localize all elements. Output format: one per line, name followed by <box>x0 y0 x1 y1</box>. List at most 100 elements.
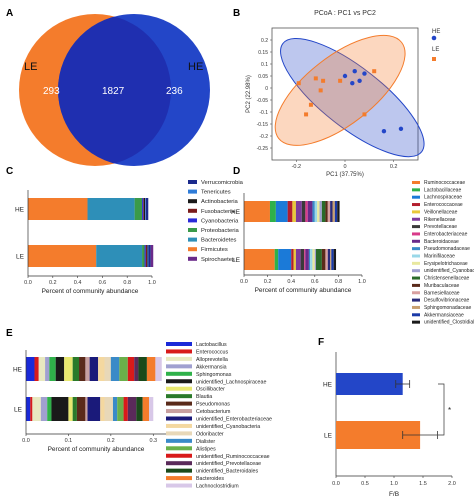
pcoa-point-he-0 <box>352 69 357 74</box>
panelD-legend-label-10: Marinifilaceae <box>424 254 455 260</box>
panelE-legend-swatch-9 <box>166 409 192 414</box>
pcoa-point-le-8 <box>362 112 367 117</box>
panelD-seg-1-10 <box>310 249 313 270</box>
panelE-legend-label-5: unidentified_Lachnospiraceae <box>196 379 266 385</box>
panelD-legend-swatch-1 <box>412 188 420 192</box>
pcoa-ytick-label-0: 0.2 <box>261 38 268 44</box>
pcoa-legend-label-he: HE <box>432 29 440 35</box>
panelE-legend-swatch-0 <box>166 342 192 346</box>
panelD-seg-0-19 <box>337 201 340 222</box>
pcoa-ellipse-he <box>280 37 425 158</box>
panel-label-d: D <box>233 166 240 177</box>
panelD-xtick-label-0: 0.0 <box>240 279 248 285</box>
panelE-legend-label-16: unidentified_Prevotellaceae <box>196 461 261 467</box>
panelD-legend-label-11: Erysipelotrichaceae <box>424 261 468 267</box>
panelC-seg-1-4 <box>145 245 148 267</box>
panelD-legend-label-0: Ruminococcaceae <box>424 180 465 186</box>
pcoa-point-le-1 <box>313 76 318 81</box>
panelC-seg-0-5 <box>143 198 146 220</box>
panelE-seg-0-4 <box>49 357 56 381</box>
panelE-seg-1-6 <box>68 397 73 421</box>
panelD-seg-0-1 <box>269 201 276 222</box>
panelC-legend-swatch-7 <box>188 247 197 252</box>
panelD-legend-swatch-6 <box>412 225 420 229</box>
panelD-legend-label-17: Sphingomonadaceae <box>424 305 471 311</box>
panelE-legend-label-13: Dialister <box>196 439 215 445</box>
panelE-seg-0-8 <box>79 357 86 381</box>
panelD-legend-label-18: Akkermansiaceae <box>424 312 464 318</box>
panel-label-e: E <box>6 328 13 339</box>
panelC-legend-label-3: Fusobacteria <box>201 209 235 215</box>
fb-significance-bracket <box>438 383 445 436</box>
panelD-legend-swatch-8 <box>412 239 420 243</box>
pcoa-ytick-label-1: 0.15 <box>258 50 268 56</box>
panelE-legend-label-6: Oscillibacter <box>196 387 225 393</box>
panelC-seg-0-7 <box>145 198 149 220</box>
panelE-legend-swatch-13 <box>166 438 192 443</box>
panelC-seg-1-8 <box>150 245 154 267</box>
panelE-legend-swatch-18 <box>166 476 192 481</box>
panelD-legend-swatch-7 <box>412 232 420 236</box>
pcoa-xlabel: PC1 (37.75%) <box>326 172 364 178</box>
panelD-seg-1-8 <box>305 249 309 270</box>
panelC-seg-1-3 <box>144 245 146 267</box>
panelE-xtick-label-0: 0.0 <box>22 438 30 444</box>
pcoa-point-le-4 <box>338 78 343 83</box>
panelE-legend-label-7: Blautia <box>196 394 212 400</box>
fb-xtick-label-4: 2.0 <box>448 481 456 487</box>
panelD-legend-label-2: Lachnospiraceae <box>424 195 462 201</box>
panelE-seg-1-7 <box>72 397 77 421</box>
panelE-legend-swatch-14 <box>166 446 192 451</box>
panelC-legend-swatch-1 <box>188 189 197 194</box>
panelD-legend-label-15: Barnesiellaceae <box>424 290 460 296</box>
panel-label-c: C <box>6 166 13 177</box>
panelC-seg-0-3 <box>142 198 144 220</box>
panelD-legend-swatch-18 <box>412 313 420 317</box>
panelE-legend-label-14: Alistipes <box>196 446 216 452</box>
pcoa-ylabel: PC2 (22.98%) <box>246 75 252 113</box>
panelE-seg-0-13 <box>110 357 120 381</box>
panelE-legend-swatch-8 <box>166 401 192 406</box>
panelD-xlabel: Percent of community abundance <box>255 287 352 294</box>
panelD-legend-swatch-3 <box>412 203 420 207</box>
panelD-seg-1-7 <box>304 249 306 270</box>
pcoa-ytick-label-4: 0 <box>265 86 268 92</box>
panelD-legend-label-6: Prevotellaceae <box>424 224 457 230</box>
panelD-legend-swatch-11 <box>412 261 420 265</box>
pcoa-legend-label-le: LE <box>432 47 439 53</box>
panelD-legend-swatch-12 <box>412 269 420 273</box>
pcoa-xtick-label-1: 0 <box>343 164 346 170</box>
panelE-seg-0-19 <box>155 357 162 381</box>
panelE-legend-swatch-6 <box>166 386 192 391</box>
pcoa-legend-marker-le <box>432 57 436 61</box>
panelE-seg-0-10 <box>89 357 99 381</box>
panelE-seg-0-1 <box>34 357 39 381</box>
fb-bar-he <box>336 373 403 395</box>
panelC-legend-swatch-6 <box>188 237 197 242</box>
pcoa-xtick-label-0: -0.2 <box>292 164 301 170</box>
venn-set-label-le: LE <box>24 61 37 73</box>
panelD-seg-0-10 <box>314 201 318 222</box>
panelC-cat-label-0: HE <box>15 207 25 214</box>
pcoa-ytick-label-8: -0.2 <box>259 134 268 140</box>
panelD-legend-swatch-17 <box>412 305 420 309</box>
panelE-legend-label-12: Odoribacter <box>196 431 224 437</box>
panelE-seg-1-2 <box>32 397 41 421</box>
panelD-seg-1-11 <box>312 249 315 270</box>
panelD-seg-0-2 <box>275 201 288 222</box>
panelD-seg-1-15 <box>325 249 328 270</box>
panelC-seg-1-7 <box>148 245 151 267</box>
panelE-seg-1-3 <box>40 397 48 421</box>
pcoa-title: PCoA : PC1 vs PC2 <box>314 10 376 17</box>
panelE-legend-swatch-10 <box>166 416 192 421</box>
panelE-legend-label-17: unidentified_Bacteroidales <box>196 469 258 475</box>
pcoa-point-le-6 <box>308 102 313 107</box>
panelC-legend-label-6: Bacteroidetes <box>201 238 237 244</box>
fb-significance-star: * <box>448 406 451 415</box>
panelC-legend-label-7: Firmicutes <box>201 247 228 253</box>
pcoa-ytick-label-5: -0.05 <box>257 98 269 104</box>
pcoa-ytick-label-3: 0.05 <box>258 74 268 80</box>
venn-diagram: LE HE 293 1827 236 <box>19 14 210 166</box>
panelE-seg-1-4 <box>47 397 52 421</box>
pcoa-xtick-label-2: 0.2 <box>390 164 398 170</box>
